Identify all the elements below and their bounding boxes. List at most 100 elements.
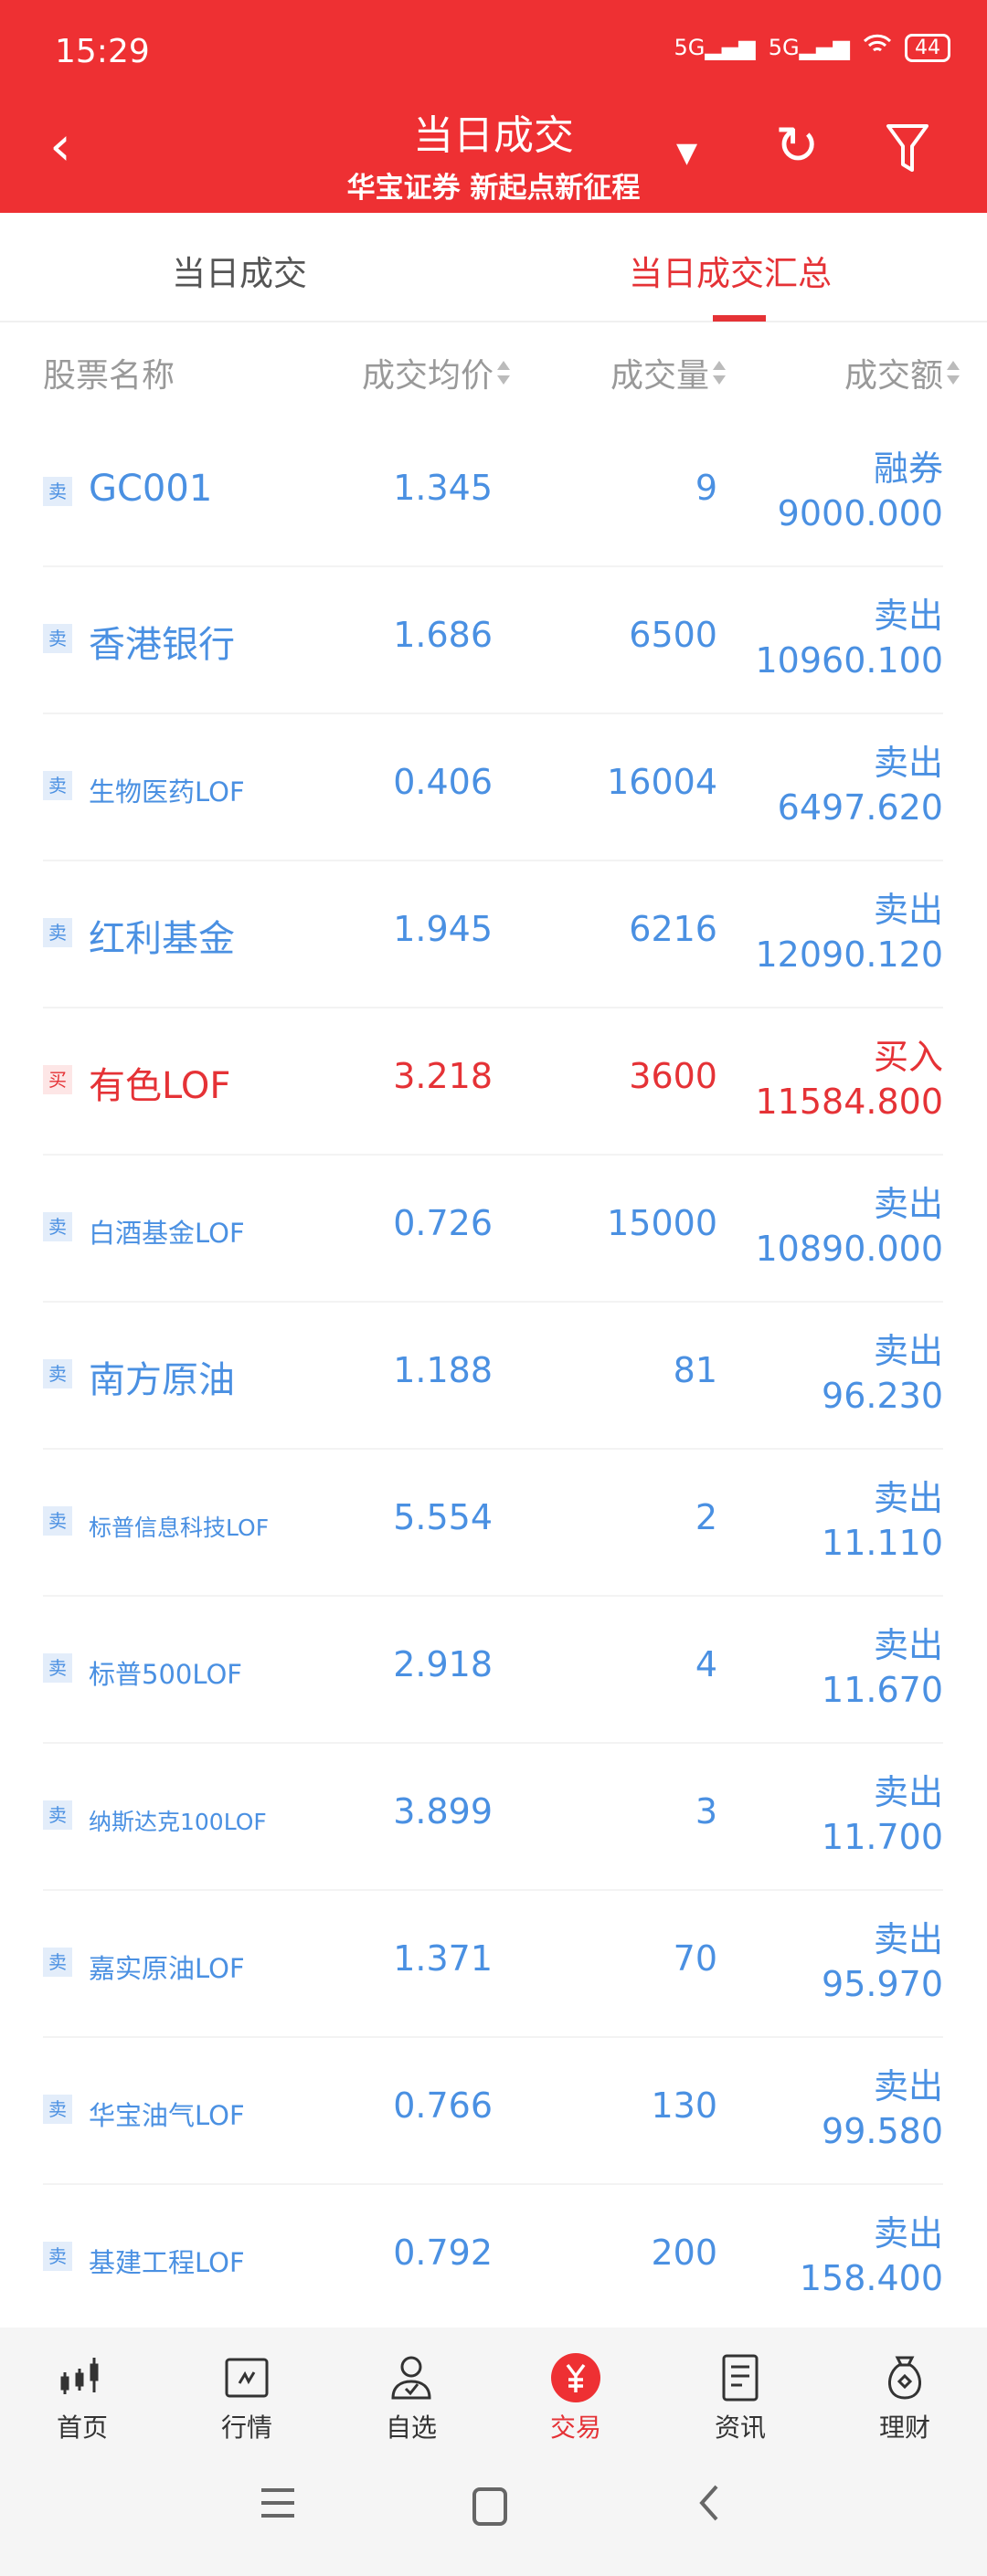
money-bag-icon xyxy=(850,2348,960,2408)
status-icons: 5G▂▄▆ 5G▂▄▆ 44 xyxy=(674,33,950,62)
table-row[interactable]: 卖 红利基金 1.945 6216 卖出 12090.120 xyxy=(43,861,943,1008)
bottom-nav: 首页 行情 自选 交易 资讯 理财 xyxy=(0,2328,987,2576)
col-price-sort[interactable]: 成交均价 xyxy=(362,349,512,396)
sort-icon xyxy=(713,361,726,385)
nav-watchlist[interactable]: 自选 xyxy=(356,2348,466,2444)
table-row[interactable]: 卖 嘉实原油LOF 1.371 70 卖出 95.970 xyxy=(43,1891,943,2038)
table-row[interactable]: 卖 香港银行 1.686 6500 卖出 10960.100 xyxy=(43,567,943,714)
trade-action: 卖出 xyxy=(873,1478,943,1518)
side-badge: 卖 xyxy=(43,1800,72,1830)
side-badge: 卖 xyxy=(43,1212,72,1241)
volume: 6500 xyxy=(629,615,717,655)
trade-action: 卖出 xyxy=(873,1772,943,1812)
trade-action: 卖出 xyxy=(873,2066,943,2106)
stock-name: 生物医药LOF xyxy=(89,776,245,808)
avg-price: 1.686 xyxy=(393,615,493,655)
table-row[interactable]: 卖 标普信息科技LOF 5.554 2 卖出 11.110 xyxy=(43,1450,943,1597)
trade-action: 卖出 xyxy=(873,1184,943,1224)
nav-wealth[interactable]: 理财 xyxy=(850,2348,960,2444)
side-badge: 卖 xyxy=(43,1653,72,1683)
table-row[interactable]: 卖 纳斯达克100LOF 3.899 3 卖出 11.700 xyxy=(43,1744,943,1891)
table-row[interactable]: 卖 标普500LOF 2.918 4 卖出 11.670 xyxy=(43,1597,943,1744)
stock-name: 华宝油气LOF xyxy=(89,2100,245,2131)
tab-bar: 当日成交 当日成交汇总 xyxy=(0,213,987,322)
volume: 15000 xyxy=(607,1203,717,1243)
side-badge: 卖 xyxy=(43,624,72,653)
side-badge: 卖 xyxy=(43,1506,72,1536)
column-header: 股票名称 成交均价 成交量 成交额 xyxy=(0,322,987,420)
nav-label: 行情 xyxy=(220,2412,272,2443)
stock-name: 标普信息科技LOF xyxy=(89,1515,270,1541)
nav-home[interactable]: 首页 xyxy=(27,2348,137,2444)
nav-news[interactable]: 资讯 xyxy=(685,2348,795,2444)
stock-name: 红利基金 xyxy=(89,918,235,960)
sort-icon xyxy=(947,361,960,385)
trade-amount: 6497.620 xyxy=(777,787,943,828)
system-back-icon[interactable] xyxy=(695,2483,722,2533)
side-badge: 卖 xyxy=(43,1948,72,1977)
table-row[interactable]: 卖 生物医药LOF 0.406 16004 卖出 6497.620 xyxy=(43,714,943,861)
trade-amount: 10960.100 xyxy=(755,640,944,681)
avg-price: 1.345 xyxy=(393,468,493,508)
table-row[interactable]: 卖 华宝油气LOF 0.766 130 卖出 99.580 xyxy=(43,2038,943,2185)
menu-icon[interactable] xyxy=(260,2483,296,2533)
volume: 9 xyxy=(695,468,717,508)
side-badge: 卖 xyxy=(43,918,72,947)
sort-icon xyxy=(497,361,510,385)
stock-name: 标普500LOF xyxy=(89,1659,242,1690)
table-row[interactable]: 卖 GC001 1.345 9 融券 9000.000 xyxy=(43,420,943,567)
avg-price: 1.945 xyxy=(393,909,493,949)
col-volume-sort[interactable]: 成交量 xyxy=(610,349,727,396)
stock-name: 嘉实原油LOF xyxy=(89,1953,245,1984)
trade-action: 卖出 xyxy=(873,1919,943,1959)
stock-name: 基建工程LOF xyxy=(89,2247,245,2278)
refresh-icon[interactable]: ↻ xyxy=(775,114,820,176)
table-row[interactable]: 卖 基建工程LOF 0.792 200 卖出 158.400 xyxy=(43,2185,943,2332)
avg-price: 3.899 xyxy=(393,1791,493,1832)
side-badge: 卖 xyxy=(43,1359,72,1388)
stock-name: 有色LOF xyxy=(89,1065,231,1107)
filter-icon[interactable] xyxy=(885,122,930,177)
avg-price: 0.726 xyxy=(393,1203,493,1243)
candlestick-icon xyxy=(27,2348,137,2408)
tab-daily-summary[interactable]: 当日成交汇总 xyxy=(629,254,832,293)
col-amount-sort[interactable]: 成交额 xyxy=(844,349,961,396)
table-row[interactable]: 卖 白酒基金LOF 0.726 15000 卖出 10890.000 xyxy=(43,1156,943,1303)
side-badge: 卖 xyxy=(43,2242,72,2271)
volume: 3600 xyxy=(629,1056,717,1096)
table-row[interactable]: 卖 南方原油 1.188 81 卖出 96.230 xyxy=(43,1303,943,1450)
back-button[interactable]: ‹ xyxy=(49,114,71,178)
volume: 3 xyxy=(695,1791,717,1832)
avg-price: 0.792 xyxy=(393,2233,493,2273)
trade-action: 卖出 xyxy=(873,743,943,783)
nav-trade[interactable]: 交易 xyxy=(521,2348,631,2444)
tab-daily-trades[interactable]: 当日成交 xyxy=(172,254,307,293)
side-badge: 买 xyxy=(43,1065,72,1094)
trade-amount: 99.580 xyxy=(822,2111,943,2151)
trade-amount: 12090.120 xyxy=(755,934,944,975)
page-title: 当日成交 xyxy=(413,112,574,159)
nav-market[interactable]: 行情 xyxy=(192,2348,302,2444)
wifi-icon xyxy=(863,33,892,62)
avg-price: 1.371 xyxy=(393,1938,493,1979)
nav-label: 交易 xyxy=(549,2412,601,2443)
trade-amount: 9000.000 xyxy=(777,493,943,533)
table-row[interactable]: 买 有色LOF 3.218 3600 买入 11584.800 xyxy=(43,1008,943,1156)
trade-amount: 11.700 xyxy=(822,1817,943,1857)
volume: 2 xyxy=(695,1497,717,1537)
battery-icon: 44 xyxy=(905,33,950,62)
dropdown-triangle-icon[interactable]: ▼ xyxy=(676,137,698,169)
network-label: 5G xyxy=(768,35,800,60)
page-subtitle: 华宝证券 新起点新征程 xyxy=(346,172,641,205)
trade-amount: 11584.800 xyxy=(755,1082,944,1122)
nav-label: 理财 xyxy=(878,2412,930,2443)
avg-price: 1.188 xyxy=(393,1350,493,1390)
trade-action: 卖出 xyxy=(873,1331,943,1371)
trade-amount: 11.110 xyxy=(822,1523,943,1563)
home-square-icon[interactable] xyxy=(472,2486,508,2537)
col-volume: 成交量 xyxy=(610,357,709,395)
trade-action: 卖出 xyxy=(873,890,943,930)
side-badge: 卖 xyxy=(43,477,72,506)
stock-name: 纳斯达克100LOF xyxy=(89,1809,267,1835)
volume: 70 xyxy=(673,1938,717,1979)
